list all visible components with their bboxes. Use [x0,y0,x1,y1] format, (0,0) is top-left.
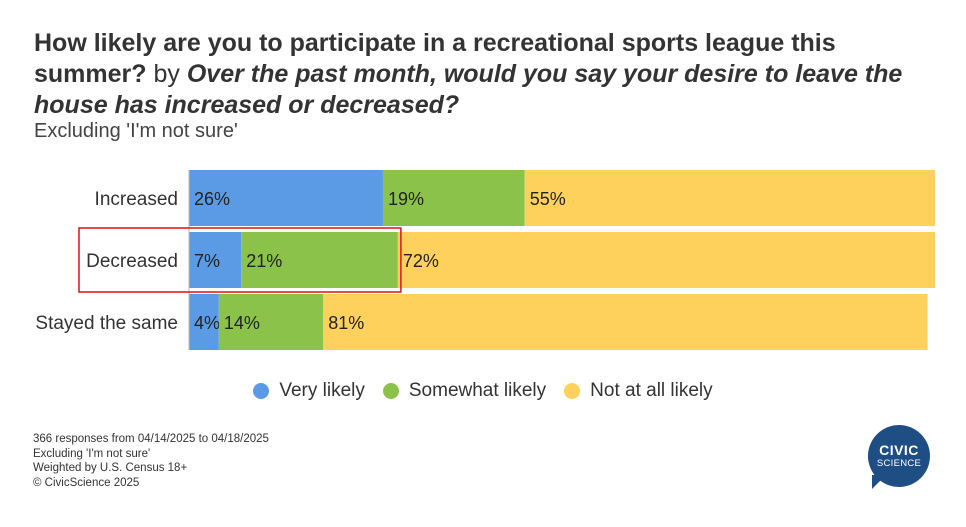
legend-label-very-likely: Very likely [279,380,365,401]
data-label-decreased-somewhat-likely: 21% [246,251,282,271]
data-label-stayed-the-same-somewhat-likely: 14% [224,313,260,333]
bar-decreased-somewhat-likely [241,232,398,288]
legend-swatch-not-at-all-likely [564,383,581,399]
chart-title: How likely are you to participate in a r… [34,28,934,121]
civicscience-logo: CIVIC SCIENCE [868,425,932,491]
title-question-secondary: Over the past month, would you say your … [34,60,903,119]
legend-item-not-at-all-likely: Not at all likely [564,380,713,402]
legend-item-very-likely: Very likely [253,380,365,402]
chart-legend: Very likely Somewhat likely Not at all l… [0,380,966,402]
bar-decreased-very-likely [189,232,242,288]
data-label-increased-somewhat-likely: 19% [388,189,424,209]
bar-stayed-the-same-very-likely [189,294,219,350]
logo-text-civic: CIVIC [879,442,919,458]
footnote-exclusion: Excluding 'I'm not sure' [33,447,151,460]
data-label-stayed-the-same-not-at-all-likely: 81% [328,313,364,333]
legend-label-somewhat-likely: Somewhat likely [408,380,547,401]
bar-increased-not-at-all-likely [524,170,935,226]
bar-increased-very-likely [189,170,383,226]
logo-text-science: SCIENCE [876,458,922,469]
legend-item-somewhat-likely: Somewhat likely [382,380,547,402]
data-label-stayed-the-same-very-likely: 4% [194,313,220,333]
footnote-copyright: © CivicScience 2025 [33,476,140,489]
chart-subtitle: Excluding 'I'm not sure' [34,120,238,142]
bar-decreased-not-at-all-likely [397,232,935,288]
bar-stayed-the-same-somewhat-likely [218,294,324,350]
highlight-box-decreased [78,227,402,293]
data-label-increased-not-at-all-likely: 55% [530,189,566,209]
legend-swatch-somewhat-likely [382,383,399,399]
data-label-decreased-very-likely: 7% [194,251,220,271]
title-by: by [153,60,180,88]
bar-increased-somewhat-likely [382,170,525,226]
title-question-primary: How likely are you to participate in a r… [34,29,836,88]
category-label-decreased: Decreased [86,251,178,272]
chart-footnote: 366 responses from 04/14/2025 to 04/18/2… [33,432,269,490]
category-label-stayed-the-same: Stayed the same [35,313,178,334]
footnote-weighting: Weighted by U.S. Census 18+ [33,462,188,474]
logo-bubble [868,425,930,487]
footnote-responses: 366 responses from 04/14/2025 to 04/18/2… [33,433,269,445]
data-label-decreased-not-at-all-likely: 72% [403,251,439,271]
legend-swatch-very-likely [253,383,270,399]
legend-label-not-at-all-likely: Not at all likely [590,380,713,401]
data-label-increased-very-likely: 26% [194,189,230,209]
category-label-increased: Increased [95,189,178,210]
bar-stayed-the-same-not-at-all-likely [323,294,928,350]
